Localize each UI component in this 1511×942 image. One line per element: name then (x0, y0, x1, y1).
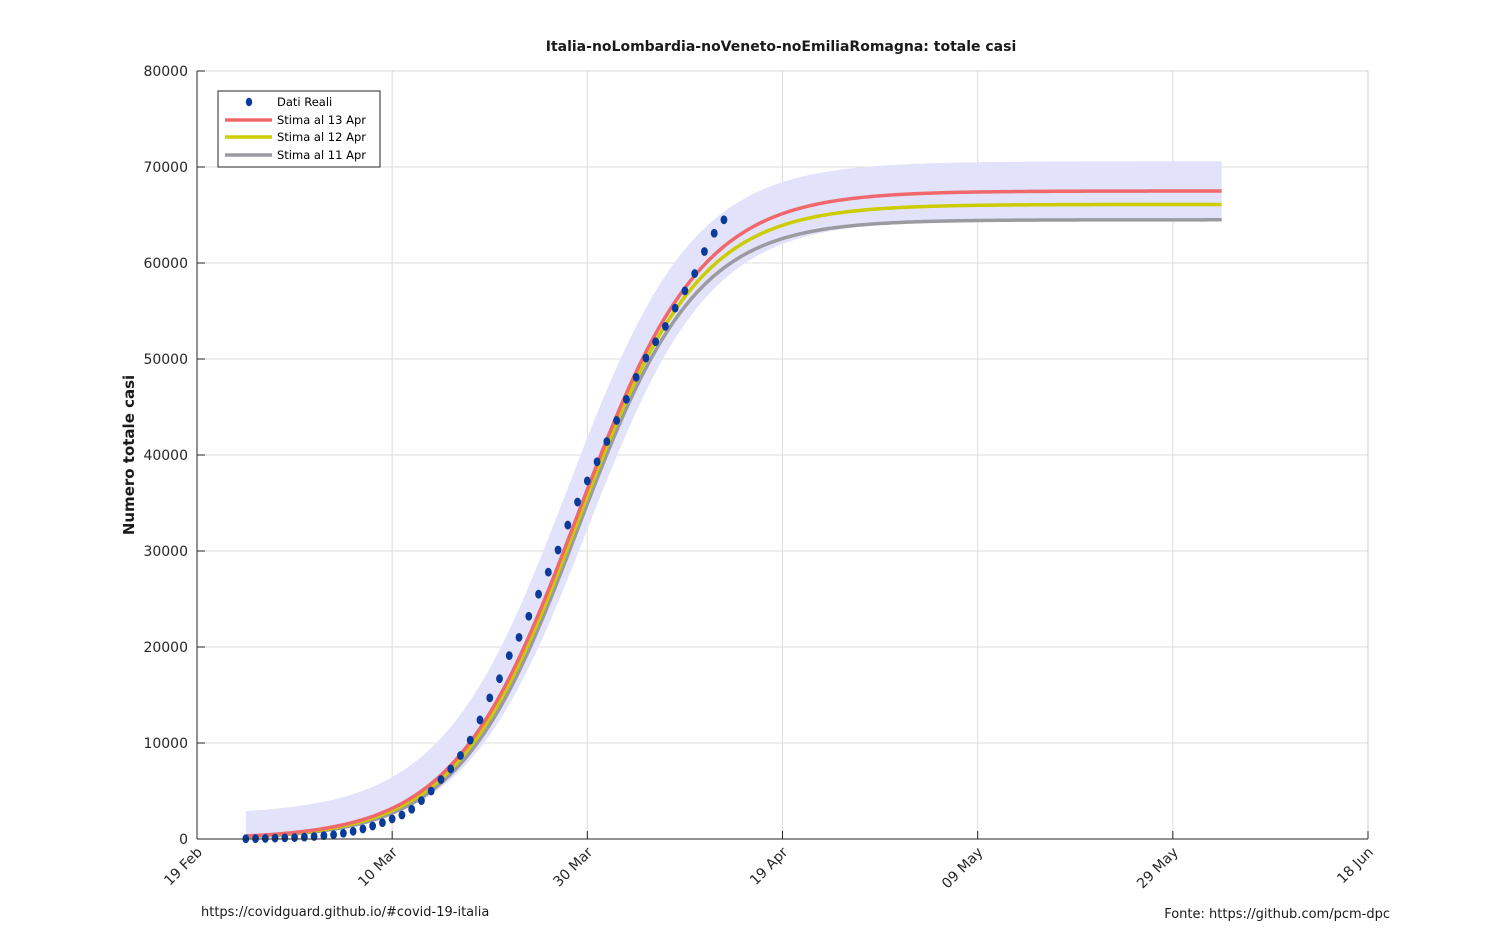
estimate-line-13-apr (245, 189, 1222, 838)
legend-item-stima-13-apr: Stima al 13 Apr (225, 113, 366, 127)
data-point (408, 804, 416, 814)
legend-label: Stima al 11 Apr (277, 148, 366, 162)
y-tick-label: 20000 (143, 640, 188, 656)
data-point (388, 814, 396, 824)
data-point (379, 818, 386, 828)
x-tick-label: 19 Feb (161, 844, 206, 889)
data-point (349, 826, 357, 836)
data-point (486, 693, 494, 703)
data-point (476, 715, 484, 725)
y-tick-label: 70000 (143, 160, 188, 176)
y-tick-label: 60000 (143, 256, 188, 272)
data-point (652, 337, 660, 347)
data-point (261, 834, 269, 843)
y-tick-label: 10000 (143, 736, 188, 752)
data-point (437, 775, 445, 784)
legend-label: Stima al 12 Apr (277, 130, 366, 144)
data-point (525, 611, 533, 621)
legend-item-stima-11-apr: Stima al 11 Apr (225, 148, 366, 162)
data-point (398, 810, 406, 820)
plot-area: 19 Feb 10 Mar 30 Mar 19 Apr 09 May 29 May 18 J… (143, 64, 1376, 892)
data-point (339, 828, 347, 838)
y-tick-label: 30000 (143, 544, 188, 560)
x-tick-label: 19 Apr (747, 844, 791, 888)
x-tick-label: 10 Mar (355, 844, 401, 890)
data-point (427, 786, 435, 796)
legend-label: Dati Reali (277, 95, 332, 109)
y-tick-label: 80000 (143, 64, 188, 80)
x-tick-label: 30 Mar (550, 844, 596, 890)
data-point (622, 394, 630, 404)
y-axis-label: Numero totale casi (120, 375, 138, 535)
data-point (291, 833, 298, 842)
data-point (613, 416, 621, 425)
x-tick-label: 29 May (1134, 845, 1182, 893)
data-point (457, 751, 464, 760)
x-tick-label: 18 Jun (1334, 845, 1377, 888)
data-point (544, 567, 552, 577)
data-point (574, 497, 581, 507)
data-point (515, 633, 523, 642)
data-point (505, 651, 513, 661)
data-point (583, 476, 591, 486)
data-point (359, 824, 367, 834)
data-point (300, 832, 308, 842)
footer-website-link: https://covidguard.github.io/#covid-19-i… (201, 905, 490, 920)
chart-title: Italia-noLombardia-noVeneto-noEmiliaRoma… (546, 39, 1017, 55)
data-point (603, 437, 611, 446)
data-point (281, 833, 289, 843)
data-point (593, 457, 601, 467)
data-point (369, 821, 377, 831)
data-point (564, 520, 572, 530)
data-point (310, 832, 318, 841)
data-point (701, 247, 708, 256)
data-point (691, 269, 699, 278)
data-point (554, 545, 562, 555)
legend: Dati Reali Stima al 13 Apr Stima al 12 Apr… (217, 90, 381, 168)
x-tick-label: 09 May (939, 845, 987, 893)
data-point (681, 286, 689, 296)
data-point (671, 303, 679, 313)
estimate-line-11-apr (245, 218, 1222, 839)
data-point (710, 228, 718, 238)
data-point (271, 833, 279, 843)
data-point (447, 764, 455, 774)
data-point (466, 735, 474, 745)
estimate-line-12-apr (245, 202, 1222, 839)
y-tick-label: 50000 (143, 352, 188, 368)
data-point (320, 831, 328, 841)
footer-source: Fonte: https://github.com/pcm-dpc (1164, 907, 1390, 922)
data-point (642, 353, 650, 363)
data-point (330, 830, 338, 840)
data-point (418, 796, 425, 805)
data-point (632, 372, 640, 382)
legend-label: Stima al 13 Apr (277, 113, 366, 127)
y-tick-label: 40000 (143, 448, 188, 464)
legend-marker (245, 97, 253, 107)
data-point (720, 215, 728, 225)
data-point (535, 589, 542, 599)
data-point (662, 321, 669, 331)
legend-item-stima-12-apr: Stima al 12 Apr (225, 130, 366, 144)
data-point (496, 674, 503, 684)
legend-item-dati-reali: Dati Reali (245, 95, 332, 109)
y-tick-label: 0 (179, 832, 188, 848)
